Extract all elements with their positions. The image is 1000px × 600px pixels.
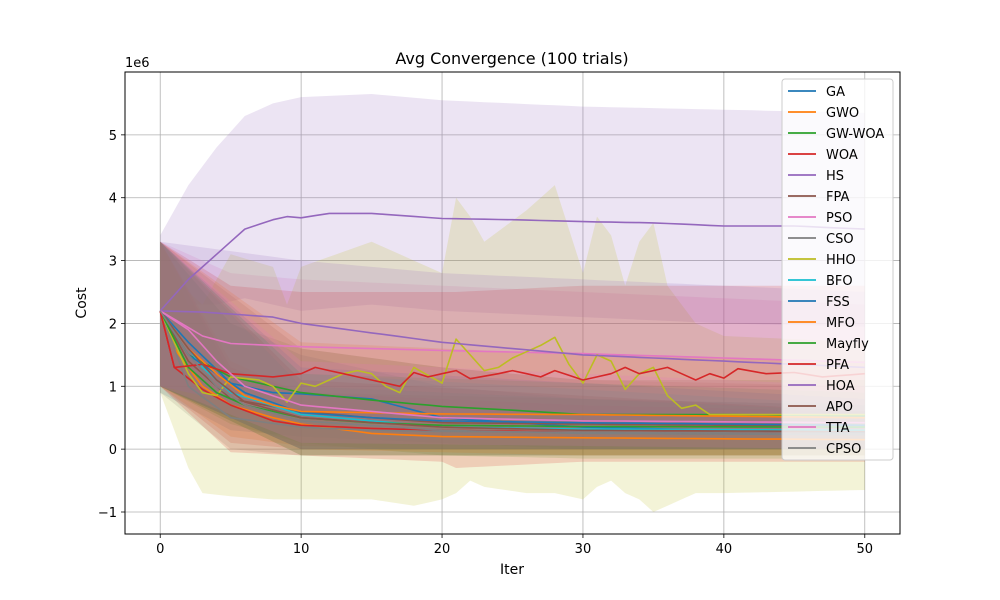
band-gw-woa (160, 241, 865, 459)
x-tick-label: 30 (575, 542, 592, 557)
band-fss (160, 241, 865, 450)
legend-label: Mayfly (826, 337, 869, 352)
line-hho (159, 310, 865, 416)
legend-label: APO (826, 400, 853, 415)
band-gwo (160, 241, 865, 450)
line-mfo (159, 310, 865, 419)
line-pso (159, 310, 865, 364)
legend-label: HHO (826, 253, 856, 268)
plot-background (125, 72, 900, 534)
x-tick-label: 0 (156, 542, 164, 557)
legend-label: HOA (826, 379, 855, 394)
y-tick-label: 0 (109, 443, 117, 458)
band-apo (160, 241, 865, 450)
legend-label: PSO (826, 211, 852, 226)
legend-label: FSS (826, 295, 850, 310)
y-tick-label: 1 (109, 380, 117, 395)
band-ga (160, 241, 865, 450)
line-tta (159, 310, 865, 424)
legend-label: HS (826, 169, 844, 184)
band-hoa (160, 241, 865, 431)
y-axis-ticks: −1 0 1 2 3 4 5 (98, 129, 125, 521)
line-hoa (160, 310, 865, 369)
band-fpa (160, 241, 865, 456)
line-hs (159, 212, 865, 312)
line-fss (159, 310, 865, 427)
plot-area (124, 71, 901, 535)
x-tick-label: 20 (434, 542, 451, 557)
y-tick-label: 2 (109, 317, 117, 332)
x-tick-label: 50 (856, 542, 873, 557)
line-cpso (159, 310, 865, 436)
legend-label: CPSO (826, 442, 861, 457)
band-pso (160, 241, 865, 437)
x-axis-ticks: 0 10 20 30 40 50 (156, 534, 873, 557)
band-bfo (160, 241, 865, 450)
band-tta (160, 241, 865, 450)
legend-label: GW-WOA (826, 127, 884, 142)
line-apo (159, 310, 865, 433)
line-gwo (159, 310, 865, 441)
band-woa (160, 241, 865, 450)
legend-label: GA (826, 85, 845, 100)
plot-frame (124, 71, 901, 535)
y-axis-label: Cost (74, 287, 90, 319)
x-tick-label: 10 (293, 542, 310, 557)
x-axis-label: Iter (500, 562, 524, 578)
legend-label: MFO (826, 316, 855, 331)
legend-label: BFO (826, 274, 853, 289)
x-tick-label: 40 (716, 542, 733, 557)
line-pfa (159, 310, 865, 388)
band-hs (160, 94, 865, 327)
legend-label: GWO (826, 106, 859, 121)
y-tick-label: 4 (109, 192, 117, 207)
band-mayfly (160, 241, 865, 456)
band-cpso (160, 241, 865, 450)
confidence-bands (160, 94, 865, 512)
y-tick-label: −1 (98, 506, 117, 521)
y-tick-label: 5 (109, 129, 117, 144)
line-mayfly (159, 310, 865, 428)
legend-label: WOA (826, 148, 858, 163)
series-lines (159, 212, 865, 441)
legend-label: PFA (826, 358, 849, 373)
legend: GA GWO GW-WOA WOA HS FPA PSO CSO HHO BFO FSS MFO May… (781, 78, 894, 461)
legend-label: TTA (825, 421, 850, 436)
chart-title: Avg Convergence (100 trials) (395, 49, 628, 68)
y-scale-multiplier: 1e6 (125, 56, 150, 71)
legend-label: CSO (826, 232, 854, 247)
legend-label: FPA (826, 190, 849, 205)
y-tick-label: 3 (109, 255, 117, 270)
band-cso (160, 241, 865, 456)
band-mfo (160, 241, 865, 456)
